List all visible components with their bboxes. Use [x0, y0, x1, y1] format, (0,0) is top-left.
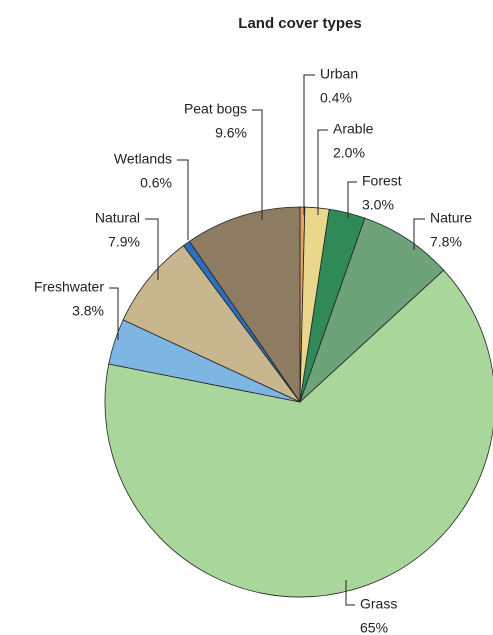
value-label: 0.6% — [140, 175, 172, 191]
value-label: 3.8% — [72, 303, 104, 319]
pie-slice — [299, 217, 445, 403]
value-label: 9.6% — [215, 125, 247, 141]
leader-line — [347, 181, 357, 218]
value-label: 0.4% — [320, 90, 352, 106]
slice-label: Peat bogs — [184, 101, 247, 117]
slice-label: Urban — [320, 66, 358, 82]
value-label: 3.0% — [362, 197, 394, 213]
leader-line — [317, 129, 328, 215]
slice-label: Forest — [362, 173, 402, 189]
leader-line — [145, 218, 159, 280]
leader-line — [252, 109, 263, 220]
pie-slice — [122, 245, 301, 403]
slice-label: Grass — [360, 596, 397, 612]
slice-label: Nature — [430, 210, 472, 226]
slice-label: Natural — [95, 210, 140, 226]
value-label: 7.8% — [430, 234, 462, 250]
value-label: 2.0% — [333, 145, 365, 161]
slice-label: Wetlands — [114, 151, 172, 167]
chart-title: Land cover types — [238, 15, 361, 32]
slice-label: Arable — [333, 121, 374, 137]
leader-line — [345, 580, 355, 606]
slice-label: Freshwater — [34, 279, 104, 295]
value-label: 7.9% — [108, 234, 140, 250]
pie-slice — [104, 269, 493, 598]
leader-line — [303, 74, 315, 215]
leader-line — [177, 159, 189, 240]
leader-line — [109, 287, 119, 340]
pie-slice — [188, 206, 301, 404]
value-label: 65% — [360, 620, 388, 635]
leader-line — [413, 218, 425, 250]
